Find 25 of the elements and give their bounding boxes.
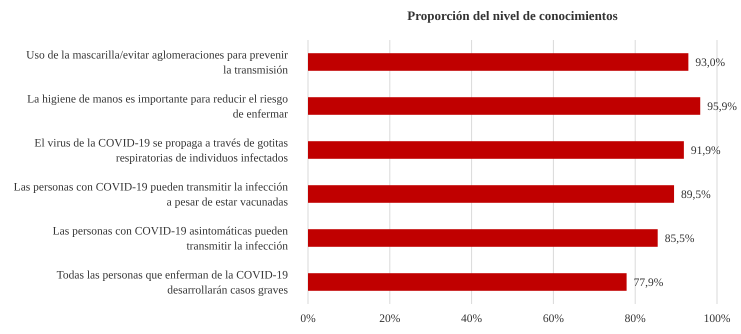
- bar: [308, 97, 700, 115]
- bar: [308, 53, 688, 71]
- bar: [308, 273, 627, 291]
- x-tick-label: 0%: [300, 313, 316, 325]
- data-label: 93,0%: [695, 57, 726, 70]
- chart-title: Proporción del nivel de conocimientos: [407, 8, 618, 23]
- x-tick-label: 100%: [704, 313, 731, 325]
- x-tick-label: 20%: [379, 313, 401, 325]
- data-label: 89,5%: [681, 189, 712, 202]
- bar: [308, 141, 684, 159]
- bar: [308, 229, 658, 247]
- bar: [308, 185, 674, 203]
- y-tick-label: Uso de la mascarilla/evitar aglomeraciones para prevenir la transmisión: [26, 50, 288, 77]
- y-tick-label: Todas las personas que enferman de la COVID-19 desarrollarán casos graves: [56, 270, 289, 297]
- y-tick-label: Las personas con COVID-19 asintomáticas pueden transmitir la infección: [52, 226, 288, 253]
- data-label: 95,9%: [707, 101, 738, 114]
- data-label: 85,5%: [664, 233, 695, 246]
- y-tick-label: La higiene de manos es importante para reducir el riesgo de enfermar: [27, 94, 288, 121]
- x-tick-label: 80%: [624, 313, 646, 325]
- y-tick-label: Las personas con COVID-19 pueden transmitir la infección a pesar de estar vacunadas: [14, 182, 289, 209]
- x-tick-label: 40%: [461, 313, 483, 325]
- y-tick-label: El virus de la COVID-19 se propaga a través de gotitas respiratorias de individuos infectados: [34, 138, 289, 165]
- data-label: 91,9%: [690, 145, 721, 158]
- x-tick-label: 60%: [542, 313, 564, 325]
- data-label: 77,9%: [634, 277, 664, 290]
